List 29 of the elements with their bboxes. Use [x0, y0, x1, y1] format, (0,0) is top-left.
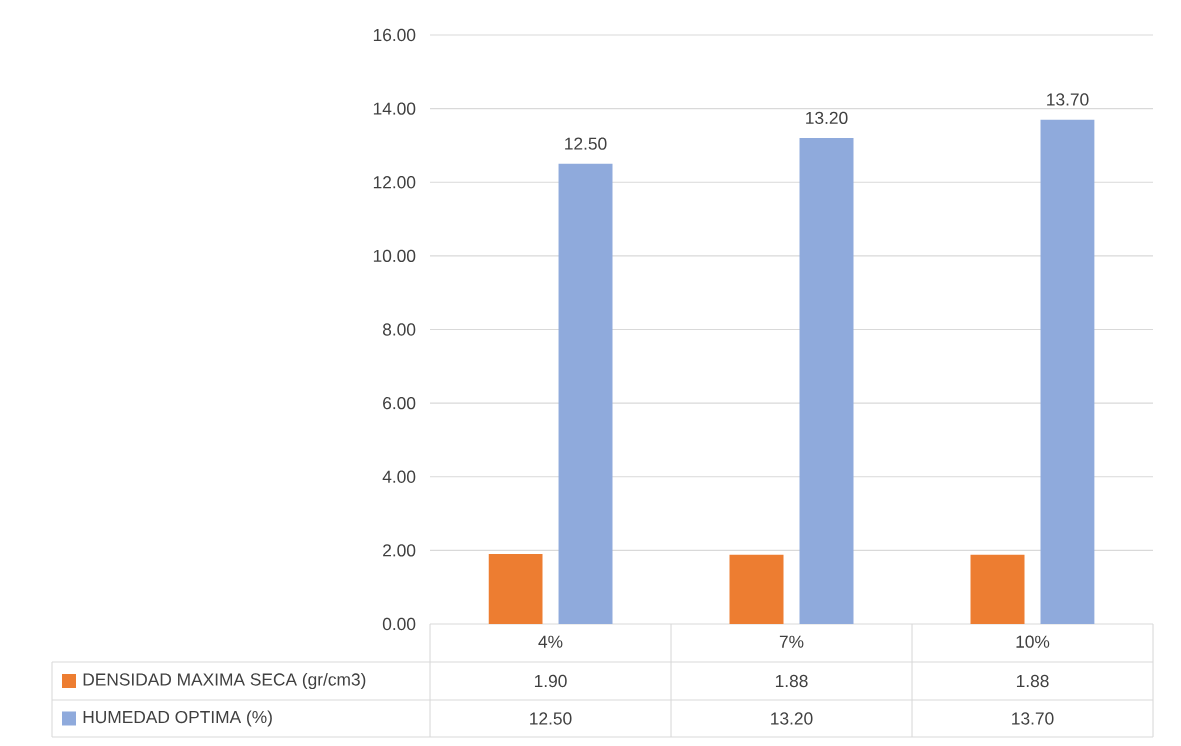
- y-tick-label: 10.00: [373, 249, 416, 262]
- x-tick-label: 4%: [538, 635, 563, 648]
- bar: [558, 163, 613, 624]
- annotation: 13.70: [1047, 93, 1089, 106]
- data-label: 13.70: [1012, 712, 1054, 725]
- y-tick-label: 6.00: [383, 396, 416, 410]
- y-tick-label: 14.00: [373, 102, 416, 115]
- x-tick-label: 10%: [1016, 635, 1050, 648]
- y-tick-label: 4.00: [382, 470, 416, 483]
- y-tick-label: 16.00: [373, 28, 416, 42]
- y-tick-label: 12.00: [373, 176, 416, 189]
- y-tick-label: 8.00: [382, 323, 416, 336]
- legend-label: DENSIDAD MAXIMA SECA (gr/cm3): [83, 672, 366, 690]
- annotation: 13.20: [806, 111, 848, 125]
- data-label: 12.50: [530, 712, 572, 725]
- data-label: 1.88: [775, 674, 808, 688]
- bar: [799, 138, 854, 624]
- bar: [970, 554, 1025, 624]
- bar: [1040, 119, 1095, 624]
- x-tick-label: 7%: [779, 635, 804, 648]
- annotation: 12.50: [565, 137, 607, 150]
- bar: [488, 554, 543, 624]
- bar: [729, 554, 784, 624]
- data-label: 13.20: [771, 712, 813, 725]
- data-label: 1.90: [534, 674, 567, 688]
- y-tick-label: 0.00: [382, 617, 416, 631]
- data-label: 1.88: [1016, 674, 1049, 688]
- y-tick-label: 2.00: [383, 544, 416, 557]
- legend-label: HUMEDAD OPTIMA (%): [83, 710, 272, 727]
